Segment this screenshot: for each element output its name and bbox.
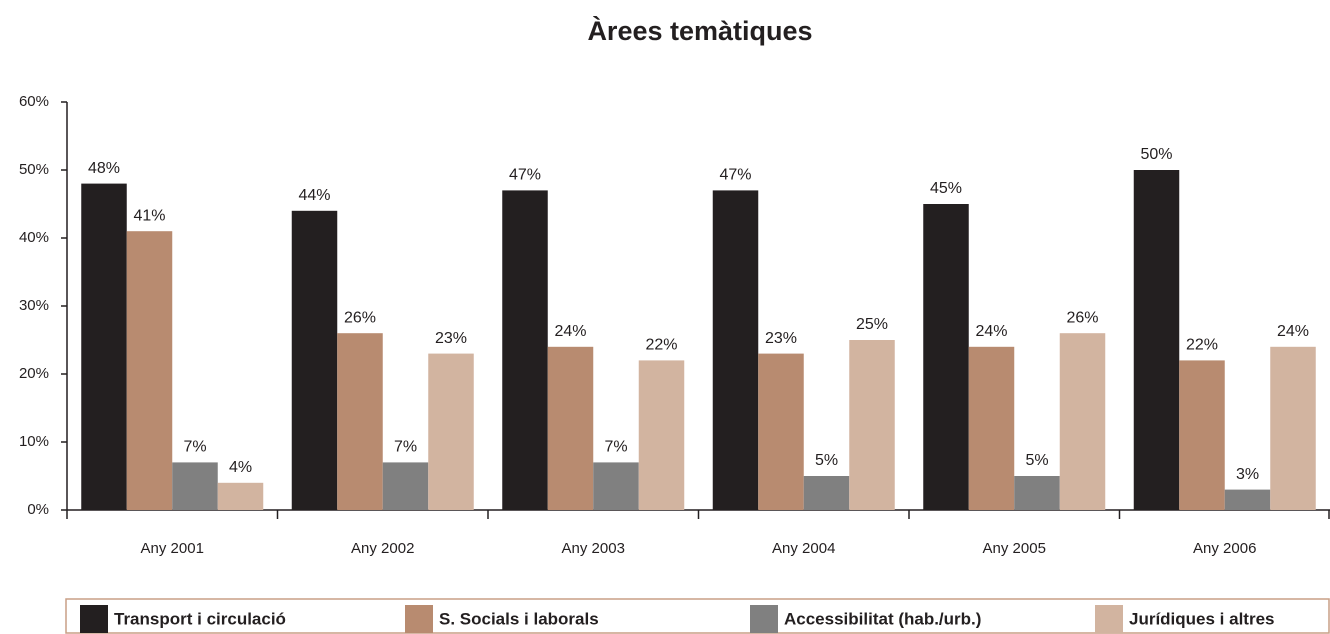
legend-swatch <box>80 605 108 633</box>
y-tick-label: 0% <box>27 501 49 518</box>
value-label: 25% <box>856 316 888 333</box>
bar <box>502 190 548 510</box>
bar <box>923 204 969 510</box>
value-label: 26% <box>344 309 376 326</box>
value-label: 7% <box>604 439 627 456</box>
value-label: 22% <box>1186 337 1218 354</box>
value-label: 45% <box>930 180 962 197</box>
bar <box>803 476 850 510</box>
legend-label: Transport i circulació <box>114 609 286 628</box>
y-tick-label: 10% <box>19 433 49 450</box>
chart-title: Àrees temàtiques <box>587 15 812 46</box>
value-label: 44% <box>298 187 330 204</box>
x-tick-label: Any 2004 <box>772 540 835 557</box>
y-tick-label: 50% <box>19 161 49 178</box>
legend-label: S. Socials i laborals <box>439 609 599 628</box>
x-tick-label: Any 2003 <box>562 540 625 557</box>
bar <box>849 340 895 510</box>
value-label: 22% <box>645 337 677 354</box>
bar <box>126 231 173 510</box>
bar <box>968 346 1015 510</box>
legend-box <box>65 598 1330 634</box>
legend-label: Jurídiques i altres <box>1129 609 1275 628</box>
x-tick-label: Any 2006 <box>1193 540 1256 557</box>
bar <box>1179 360 1225 510</box>
bar <box>638 360 685 510</box>
value-label: 23% <box>435 330 467 347</box>
value-label: 47% <box>719 167 751 184</box>
x-tick-label: Any 2002 <box>351 540 414 557</box>
legend-label: Accessibilitat (hab./urb.) <box>784 609 981 628</box>
value-label: 4% <box>229 459 252 476</box>
value-label: 7% <box>394 439 417 456</box>
legend-swatch <box>1095 605 1123 633</box>
y-tick-label: 20% <box>19 365 49 382</box>
y-tick-label: 60% <box>19 93 49 110</box>
x-tick-label: Any 2005 <box>983 540 1046 557</box>
bar <box>1270 346 1316 510</box>
value-label: 24% <box>554 323 586 340</box>
value-label: 7% <box>183 439 206 456</box>
bar <box>1059 333 1106 510</box>
value-label: 23% <box>765 330 797 347</box>
value-label: 5% <box>815 452 838 469</box>
value-label: 47% <box>509 167 541 184</box>
value-label: 3% <box>1236 466 1259 483</box>
y-tick-label: 40% <box>19 229 49 246</box>
bar <box>1014 476 1060 510</box>
bar <box>1224 489 1271 510</box>
value-label: 48% <box>88 160 120 177</box>
bar <box>217 482 264 510</box>
value-label: 24% <box>975 323 1007 340</box>
bar <box>81 183 127 510</box>
bar <box>593 462 639 510</box>
bar <box>712 190 759 510</box>
x-tick-label: Any 2001 <box>141 540 204 557</box>
value-label: 5% <box>1025 452 1048 469</box>
bar <box>172 462 218 510</box>
bar <box>758 353 804 510</box>
bar <box>1133 170 1180 510</box>
value-label: 26% <box>1066 309 1098 326</box>
bar <box>382 462 429 510</box>
bar <box>547 346 594 510</box>
y-tick-label: 30% <box>19 297 49 314</box>
value-label: 50% <box>1140 146 1172 163</box>
legend-swatch <box>750 605 778 633</box>
bar <box>291 210 338 511</box>
value-label: 24% <box>1277 323 1309 340</box>
bar <box>428 353 474 510</box>
bar <box>337 333 383 510</box>
value-label: 41% <box>133 207 165 224</box>
legend-swatch <box>405 605 433 633</box>
